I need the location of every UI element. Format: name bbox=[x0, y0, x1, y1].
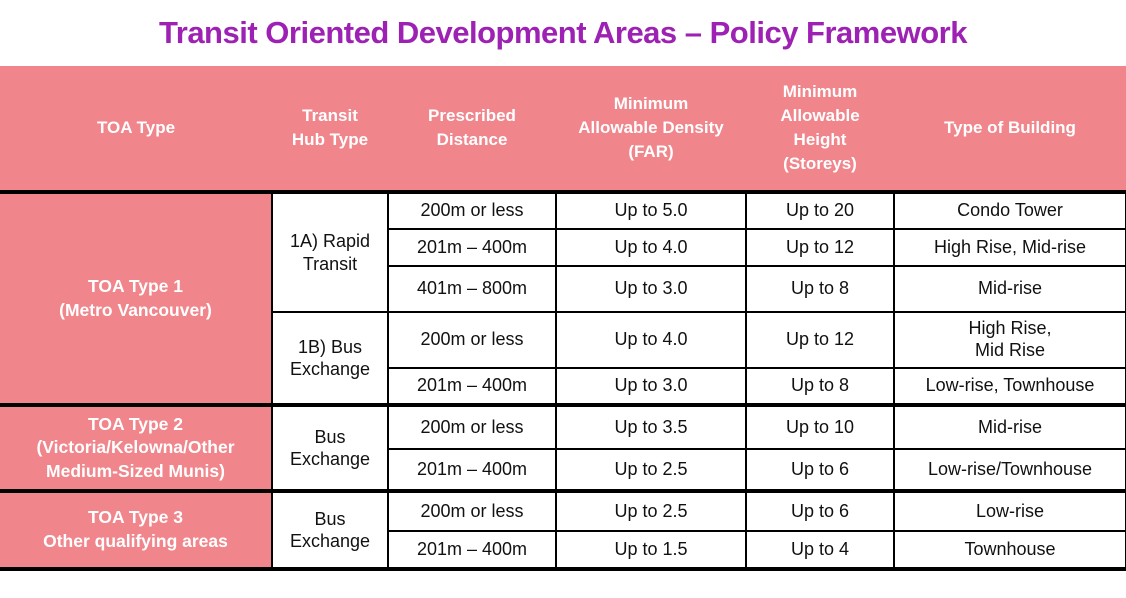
distance-cell: 200m or less bbox=[387, 191, 557, 230]
header-min-allowable-height: Minimum Allowable Height (Storeys) bbox=[746, 66, 894, 194]
header-toa-type: TOA Type bbox=[0, 66, 272, 194]
height-cell: Up to 8 bbox=[745, 367, 895, 406]
table-row: 201m – 400m Up to 3.0 Up to 8 Low-rise, … bbox=[0, 367, 1126, 406]
table-row: TOA Type 3 Other qualifying areas Bus Ex… bbox=[0, 489, 1126, 571]
building-cell: High Rise, Mid Rise bbox=[893, 311, 1126, 369]
height-cell: Up to 20 bbox=[745, 191, 895, 230]
hub-type-cell: 1B) Bus Exchange bbox=[271, 311, 389, 406]
policy-framework-table: TOA Type Transit Hub Type Prescribed Dis… bbox=[0, 66, 1126, 571]
header-type-of-building: Type of Building bbox=[894, 66, 1126, 194]
building-cell: High Rise, Mid-rise bbox=[893, 228, 1126, 267]
building-cell: Condo Tower bbox=[893, 191, 1126, 230]
hub-type-cell: Bus Exchange bbox=[271, 403, 389, 492]
distance-cell: 200m or less bbox=[387, 489, 557, 532]
building-cell: Low-rise bbox=[893, 489, 1126, 532]
density-cell: Up to 4.0 bbox=[555, 228, 747, 267]
table-row: 201m – 400m Up to 2.5 Up to 6 Low-rise/T… bbox=[0, 448, 1126, 492]
table-row: 201m – 400m Up to 1.5 Up to 4 Townhouse bbox=[0, 530, 1126, 571]
table-row: 401m – 800m Up to 3.0 Up to 8 Mid-rise bbox=[0, 265, 1126, 313]
distance-cell: 201m – 400m bbox=[387, 228, 557, 267]
header-transit-hub-type: Transit Hub Type bbox=[272, 66, 388, 194]
height-cell: Up to 4 bbox=[745, 530, 895, 571]
building-cell: Mid-rise bbox=[893, 265, 1126, 313]
building-cell: Mid-rise bbox=[893, 403, 1126, 450]
hub-type-cell: 1A) Rapid Transit bbox=[271, 191, 389, 313]
density-cell: Up to 3.0 bbox=[555, 367, 747, 406]
distance-cell: 200m or less bbox=[387, 311, 557, 369]
height-cell: Up to 12 bbox=[745, 311, 895, 369]
height-cell: Up to 8 bbox=[745, 265, 895, 313]
density-cell: Up to 1.5 bbox=[555, 530, 747, 571]
table-row: 201m – 400m Up to 4.0 Up to 12 High Rise… bbox=[0, 228, 1126, 267]
height-cell: Up to 10 bbox=[745, 403, 895, 450]
density-cell: Up to 5.0 bbox=[555, 191, 747, 230]
density-cell: Up to 4.0 bbox=[555, 311, 747, 369]
distance-cell: 401m – 800m bbox=[387, 265, 557, 313]
height-cell: Up to 6 bbox=[745, 448, 895, 492]
table-header-row: TOA Type Transit Hub Type Prescribed Dis… bbox=[0, 66, 1126, 194]
toa-type-3-cell: TOA Type 3 Other qualifying areas bbox=[0, 489, 273, 571]
toa-type-1-cell: TOA Type 1 (Metro Vancouver) bbox=[0, 191, 273, 406]
hub-type-cell: Bus Exchange bbox=[271, 489, 389, 571]
density-cell: Up to 3.5 bbox=[555, 403, 747, 450]
distance-cell: 200m or less bbox=[387, 403, 557, 450]
building-cell: Low-rise/Townhouse bbox=[893, 448, 1126, 492]
height-cell: Up to 12 bbox=[745, 228, 895, 267]
building-cell: Townhouse bbox=[893, 530, 1126, 571]
density-cell: Up to 2.5 bbox=[555, 448, 747, 492]
toa-type-2-cell: TOA Type 2 (Victoria/Kelowna/Other Mediu… bbox=[0, 403, 273, 492]
table-row: TOA Type 1 (Metro Vancouver) 1A) Rapid T… bbox=[0, 191, 1126, 406]
distance-cell: 201m – 400m bbox=[387, 367, 557, 406]
height-cell: Up to 6 bbox=[745, 489, 895, 532]
header-min-allowable-density: Minimum Allowable Density (FAR) bbox=[556, 66, 746, 194]
table-row: TOA Type 2 (Victoria/Kelowna/Other Mediu… bbox=[0, 403, 1126, 492]
distance-cell: 201m – 400m bbox=[387, 530, 557, 571]
density-cell: Up to 3.0 bbox=[555, 265, 747, 313]
density-cell: Up to 2.5 bbox=[555, 489, 747, 532]
distance-cell: 201m – 400m bbox=[387, 448, 557, 492]
building-cell: Low-rise, Townhouse bbox=[893, 367, 1126, 406]
page-title: Transit Oriented Development Areas – Pol… bbox=[159, 15, 967, 50]
table-row: 1B) Bus Exchange 200m or less Up to 4.0 … bbox=[0, 311, 1126, 406]
header-prescribed-distance: Prescribed Distance bbox=[388, 66, 556, 194]
